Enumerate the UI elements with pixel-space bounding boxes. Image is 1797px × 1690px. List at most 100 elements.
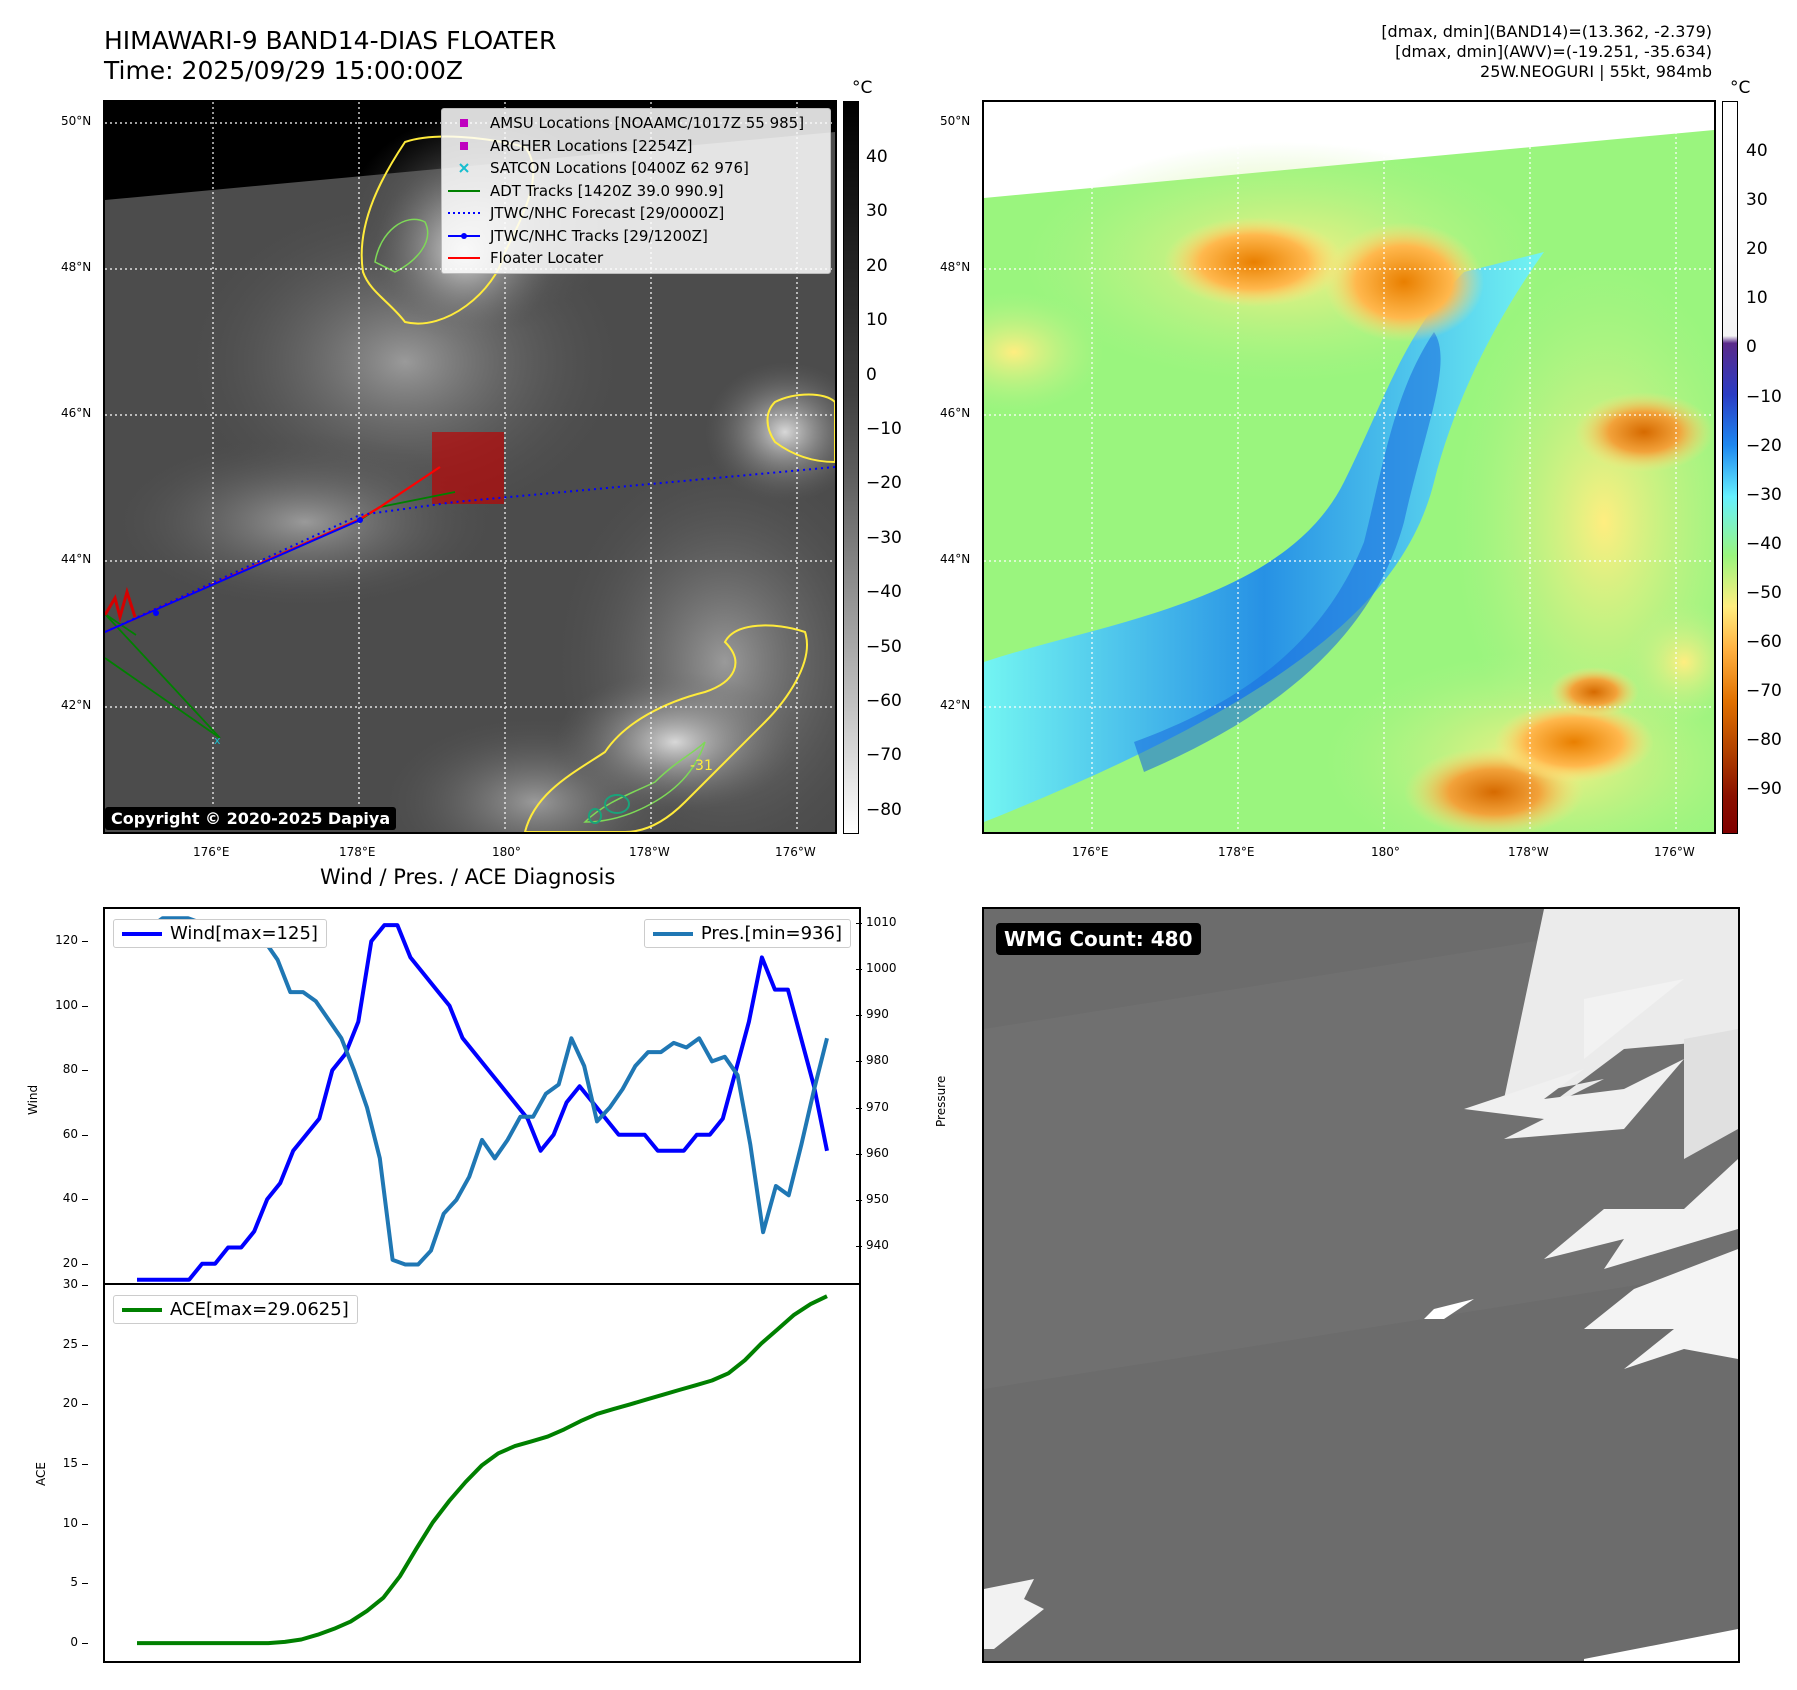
wind-axis-tick-mark [82, 941, 88, 943]
colorbar-tick: −80 [1746, 730, 1782, 751]
wv-lat-tick: 48°N [940, 260, 971, 274]
pres-legend-swatch [652, 931, 693, 936]
wind-pres-plot [137, 916, 829, 1282]
colorbar-tick: −10 [866, 419, 902, 439]
title-line-2: Time: 2025/09/29 15:00:00Z [104, 56, 463, 85]
wind-axis-label: Wind [26, 1084, 40, 1115]
ir-lat-tick: 44°N [61, 552, 92, 566]
wind-line [137, 923, 829, 1282]
colorbar-tick: −30 [1746, 484, 1782, 505]
pres-legend: Pres.[min=936] [643, 919, 851, 948]
legend-label: SATCON Locations [0400Z 62 976] [490, 159, 749, 178]
legend-swatch [448, 212, 480, 215]
pressure-axis-tick-mark [856, 1107, 862, 1109]
pressure-axis-tick-mark [856, 1153, 862, 1155]
colorbar-tick: 0 [1746, 337, 1757, 358]
pressure-axis-tick-mark [856, 1015, 862, 1017]
wind-axis-tick: 120 [55, 933, 78, 948]
wind-axis-tick: 40 [62, 1191, 78, 1206]
legend-swatch [460, 119, 468, 128]
stats-info: [dmax, dmin](BAND14)=(13.362, -2.379) [d… [1381, 22, 1712, 82]
colorbar-tick: 40 [866, 147, 888, 167]
wmg-panel: WMG Count: 480 [982, 907, 1740, 1663]
colorbar-tick: −70 [1746, 681, 1782, 702]
wv-colorbar [1722, 101, 1738, 834]
legend-item: JTWC/NHC Tracks [29/1200Z] [442, 225, 830, 248]
ace-axis-label: ACE [34, 1462, 48, 1486]
wv-lat-tick: 42°N [940, 698, 971, 712]
pressure-axis-tick: 960 [866, 1145, 889, 1160]
pressure-axis-tick: 990 [866, 1007, 889, 1022]
ir-colorbar [843, 101, 859, 834]
ir-lat-tick: 46°N [61, 406, 92, 420]
title-line-1: HIMAWARI-9 BAND14-DIAS FLOATER [104, 26, 557, 55]
ir-lat-tick: 42°N [61, 698, 92, 712]
colorbar-tick: −20 [1746, 435, 1782, 456]
pressure-axis-tick: 950 [866, 1191, 889, 1206]
colorbar-tick: 10 [866, 310, 888, 331]
colorbar-tick: 0 [866, 364, 877, 385]
diagnosis-title: Wind / Pres. / ACE Diagnosis [320, 865, 616, 889]
wind-axis-tick: 80 [62, 1062, 78, 1077]
colorbar-tick: −50 [1746, 582, 1782, 603]
wind-pres-panel: Wind[max=125] Pres.[min=936] [103, 907, 861, 1285]
ace-axis-tick-mark [82, 1344, 88, 1346]
legend-label: JTWC/NHC Tracks [29/1200Z] [490, 226, 708, 245]
ace-axis-tick-mark [82, 1285, 88, 1286]
wind-axis-tick-mark [82, 1070, 88, 1072]
legend-swatch [459, 163, 469, 173]
legend-item: ARCHER Locations [2254Z] [442, 135, 830, 158]
colorbar-tick: 30 [866, 201, 888, 222]
colorbar-tick: −20 [866, 473, 902, 494]
map-legend: AMSU Locations [NOAAMC/1017Z 55 985] ARCH… [441, 108, 831, 274]
legend-swatch [448, 189, 480, 192]
ace-axis-tick-mark [82, 1643, 88, 1645]
colorbar-tick: 30 [1746, 190, 1768, 211]
pressure-axis-label: Pressure [934, 1075, 948, 1127]
wind-axis-tick: 100 [55, 997, 78, 1012]
ace-axis-tick: 5 [70, 1575, 78, 1590]
legend-item: AMSU Locations [NOAAMC/1017Z 55 985] [442, 112, 830, 135]
wind-axis-tick-mark [82, 1134, 88, 1136]
legend-swatch [448, 257, 480, 260]
colorbar-tick: −80 [866, 799, 902, 820]
colorbar-tick: −40 [866, 582, 902, 603]
ace-axis-tick-mark [82, 1583, 88, 1585]
pressure-axis-tick-mark [856, 969, 862, 971]
pressure-axis-tick-mark [856, 1199, 862, 1201]
colorbar-tick: 20 [1746, 239, 1768, 260]
pressure-axis-tick: 980 [866, 1053, 889, 1068]
wind-legend-swatch [122, 931, 162, 936]
wind-axis-tick: 60 [62, 1126, 78, 1141]
colorbar-tick: 20 [866, 255, 888, 276]
figure-title: HIMAWARI-9 BAND14-DIAS FLOATER Time: 202… [104, 26, 556, 86]
pressure-axis-tick: 1000 [866, 961, 897, 976]
pres-legend-label: Pres.[min=936] [700, 923, 842, 944]
ir-colorbar-unit: °C [852, 78, 873, 98]
ace-axis-tick-mark [82, 1464, 88, 1466]
legend-item: ADT Tracks [1420Z 39.0 990.9] [442, 180, 830, 203]
ace-legend-swatch [122, 1307, 162, 1312]
wind-legend-label: Wind[max=125] [170, 923, 318, 944]
ace-axis-tick: 10 [62, 1515, 78, 1530]
legend-label: ARCHER Locations [2254Z] [490, 136, 693, 155]
info-line-2: [dmax, dmin](AWV)=(-19.251, -35.634) [1395, 42, 1712, 61]
info-line-3: 25W.NEOGURI | 55kt, 984mb [1480, 62, 1712, 81]
colorbar-tick: 10 [1746, 288, 1768, 309]
wv-lon-tick: 178°E [1218, 845, 1255, 859]
wind-axis-tick: 20 [62, 1255, 78, 1270]
pressure-axis-tick: 940 [866, 1238, 889, 1253]
colorbar-tick: 40 [1746, 141, 1768, 161]
wmg-count-badge: WMG Count: 480 [996, 923, 1201, 955]
wind-axis-tick-mark [82, 1199, 88, 1201]
wv-map [984, 102, 1714, 832]
copyright-badge: Copyright © 2020-2025 Dapiya [105, 807, 397, 830]
legend-swatch [448, 232, 480, 239]
colorbar-tick: −30 [866, 527, 902, 548]
wv-lon-tick: 178°W [1508, 845, 1549, 859]
ace-legend: ACE[max=29.0625] [113, 1295, 358, 1324]
colorbar-tick: −70 [866, 745, 902, 766]
ir-lon-tick: 178°W [629, 845, 670, 859]
ace-axis-tick: 0 [70, 1635, 78, 1650]
legend-item: JTWC/NHC Forecast [29/0000Z] [442, 202, 830, 225]
